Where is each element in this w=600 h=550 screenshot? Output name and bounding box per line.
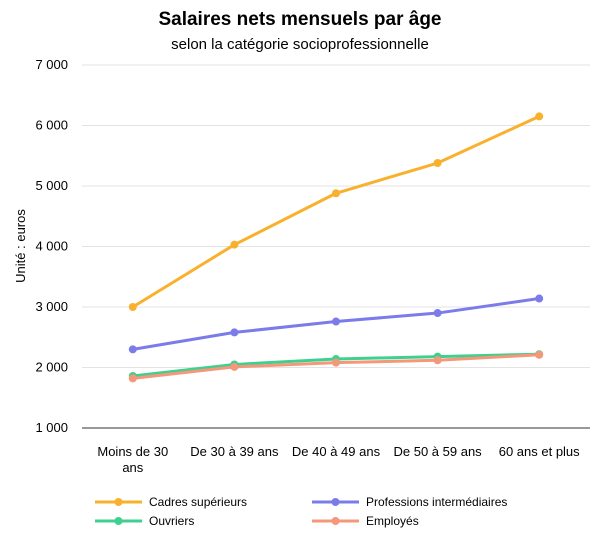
data-point xyxy=(128,374,137,383)
data-point xyxy=(433,356,442,365)
y-tick-label: 6 000 xyxy=(35,118,68,133)
data-point xyxy=(433,159,442,168)
x-tick-label: 60 ans et plus xyxy=(499,444,580,459)
data-point xyxy=(128,345,137,354)
data-point xyxy=(332,189,340,198)
data-point xyxy=(433,309,442,318)
chart-subtitle: selon la catégorie socioprofessionnelle xyxy=(171,36,429,53)
y-tick-label: 7 000 xyxy=(35,57,68,72)
data-point xyxy=(535,294,544,303)
y-axis-label: Unité : euros xyxy=(13,209,28,283)
data-point xyxy=(332,358,340,367)
x-tick-label: Moins de 30 ans xyxy=(97,444,168,475)
series-lines xyxy=(131,114,541,380)
legend-swatch-marker xyxy=(331,517,340,525)
data-point xyxy=(230,328,239,337)
legend-swatch-marker xyxy=(114,517,123,525)
data-point xyxy=(230,362,239,371)
y-tick-label: 3 000 xyxy=(35,299,68,314)
data-point xyxy=(128,303,137,311)
legend-label: Professions intermédiaires xyxy=(366,495,507,509)
y-tick-label: 2 000 xyxy=(35,360,68,375)
chart-title: Salaires nets mensuels par âge xyxy=(158,9,441,30)
legend-label: Employés xyxy=(366,514,419,528)
x-tick-label: De 40 à 49 ans xyxy=(292,444,381,459)
y-tick-label: 5 000 xyxy=(35,178,68,193)
legend-label: Ouvriers xyxy=(149,514,194,528)
data-point xyxy=(535,112,544,121)
legend-swatch-marker xyxy=(331,498,340,506)
x-tick-label: De 30 à 39 ans xyxy=(190,444,279,459)
legend-label: Cadres supérieurs xyxy=(149,495,247,509)
x-tick-labels: Moins de 30 ans De 30 à 39 ans De 40 à 49 a… xyxy=(97,444,580,475)
data-point xyxy=(230,240,239,249)
x-tick-label: De 50 à 59 ans xyxy=(394,444,483,459)
y-tick-labels: 1 000 2 000 3 000 4 000 5 000 6 000 7 000 xyxy=(35,57,68,435)
legend-swatch-marker xyxy=(114,498,123,506)
y-tick-label: 4 000 xyxy=(35,239,68,254)
data-point xyxy=(332,317,340,326)
gridlines xyxy=(82,64,590,429)
series-line xyxy=(131,114,541,309)
series-points xyxy=(128,112,544,383)
y-tick-label: 1 000 xyxy=(35,420,68,435)
data-point xyxy=(535,350,544,359)
legend: Cadres supérieurs Professions intermédiai… xyxy=(95,495,507,528)
